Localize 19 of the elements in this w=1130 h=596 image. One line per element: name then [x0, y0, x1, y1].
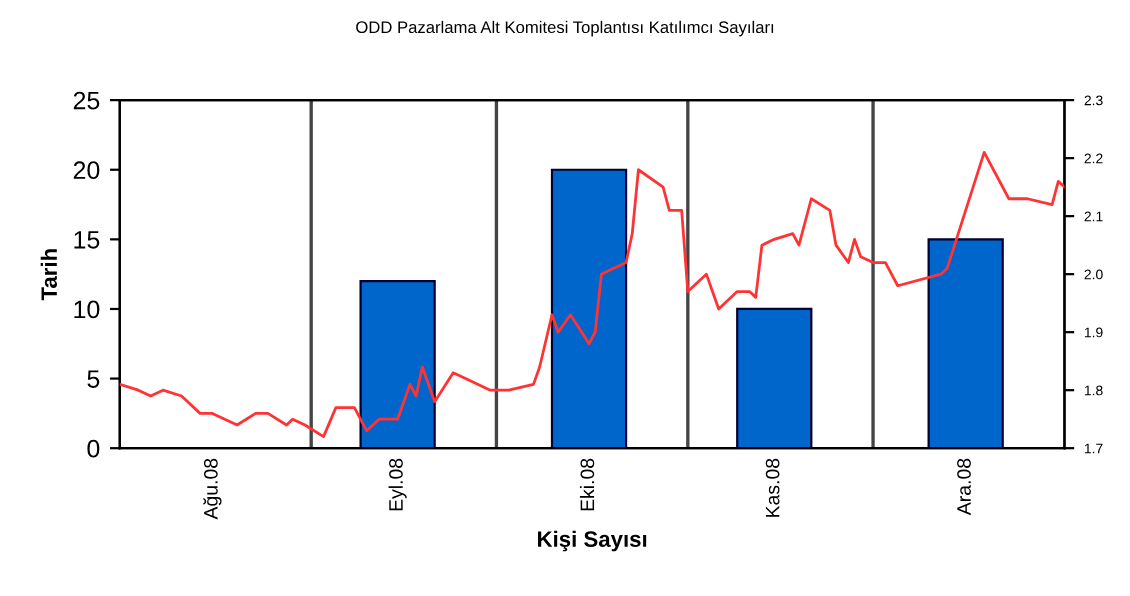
x-tick-label: Ara.08: [957, 458, 971, 516]
bar: [550, 168, 628, 449]
x-tick-label: Eyl.08: [388, 458, 407, 511]
y-axis-title: Tarih: [40, 249, 58, 301]
bar: [736, 307, 813, 449]
y-tick-label: 20: [73, 161, 100, 180]
y-tick-label: 15: [74, 231, 100, 249]
x-tick-label: Eki.08: [579, 458, 595, 511]
x-tick-label: Kas.08: [765, 458, 780, 517]
y-tick-label: 10: [74, 300, 100, 319]
chart-title: ODD Pazarlama Alt Komitesi Toplantısı Katılımcı Sayıları: [356, 20, 774, 37]
bar: [927, 238, 1004, 449]
x-tick-label: Ağu.08: [203, 458, 222, 520]
bar: [359, 280, 436, 449]
y-tick-label: 0: [87, 439, 100, 458]
y-tick-label: 25: [73, 91, 100, 110]
x-axis-title: Kişi Sayısı: [538, 530, 647, 552]
y-tick-label: 5: [87, 370, 100, 388]
line-series: [119, 150, 1065, 438]
